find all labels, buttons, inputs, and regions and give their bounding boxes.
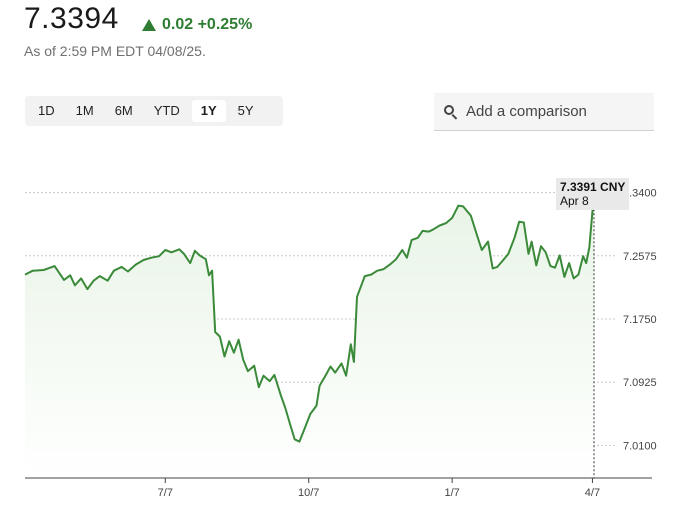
range-tab-1m[interactable]: 1M	[75, 103, 94, 118]
x-tick-label: 1/7	[444, 487, 459, 499]
x-tick-label: 10/7	[298, 487, 319, 499]
tooltip-date: Apr 8	[560, 194, 589, 208]
x-tick-label: 7/7	[158, 487, 173, 499]
tooltip-value: 7.3391 CNY	[560, 180, 626, 194]
price-area	[25, 193, 594, 479]
current-price: 7.3394	[24, 2, 119, 35]
chart-tooltip: 7.3391 CNY Apr 8	[556, 178, 630, 210]
price-change-value: 0.02 +0.25%	[162, 16, 253, 33]
y-tick-label: 7.0100	[623, 440, 657, 452]
as-of-timestamp: As of 2:59 PM EDT 04/08/25.	[24, 43, 206, 59]
range-tab-1y[interactable]: 1Y	[191, 100, 226, 122]
y-tick-label: 7.2575	[623, 251, 657, 263]
up-arrow-icon	[142, 19, 156, 31]
y-tick-label: 7.3400	[623, 188, 657, 200]
search-icon	[444, 104, 458, 119]
price-line	[24, 193, 595, 443]
time-range-selector: 1D 1M 6M YTD 1Y 5Y	[25, 96, 283, 126]
add-comparison-placeholder: Add a comparison	[466, 103, 587, 120]
range-tab-6m[interactable]: 6M	[114, 103, 133, 118]
range-tab-ytd[interactable]: YTD	[153, 103, 180, 118]
range-tab-5y[interactable]: 5Y	[237, 103, 254, 118]
x-tick-label: 4/7	[585, 487, 600, 499]
price-change: 0.02 +0.25%	[142, 16, 252, 34]
add-comparison-input[interactable]: Add a comparison	[434, 93, 654, 131]
y-tick-label: 7.0925	[623, 377, 657, 389]
y-tick-label: 7.1750	[623, 314, 657, 326]
range-tab-1d[interactable]: 1D	[38, 103, 55, 118]
